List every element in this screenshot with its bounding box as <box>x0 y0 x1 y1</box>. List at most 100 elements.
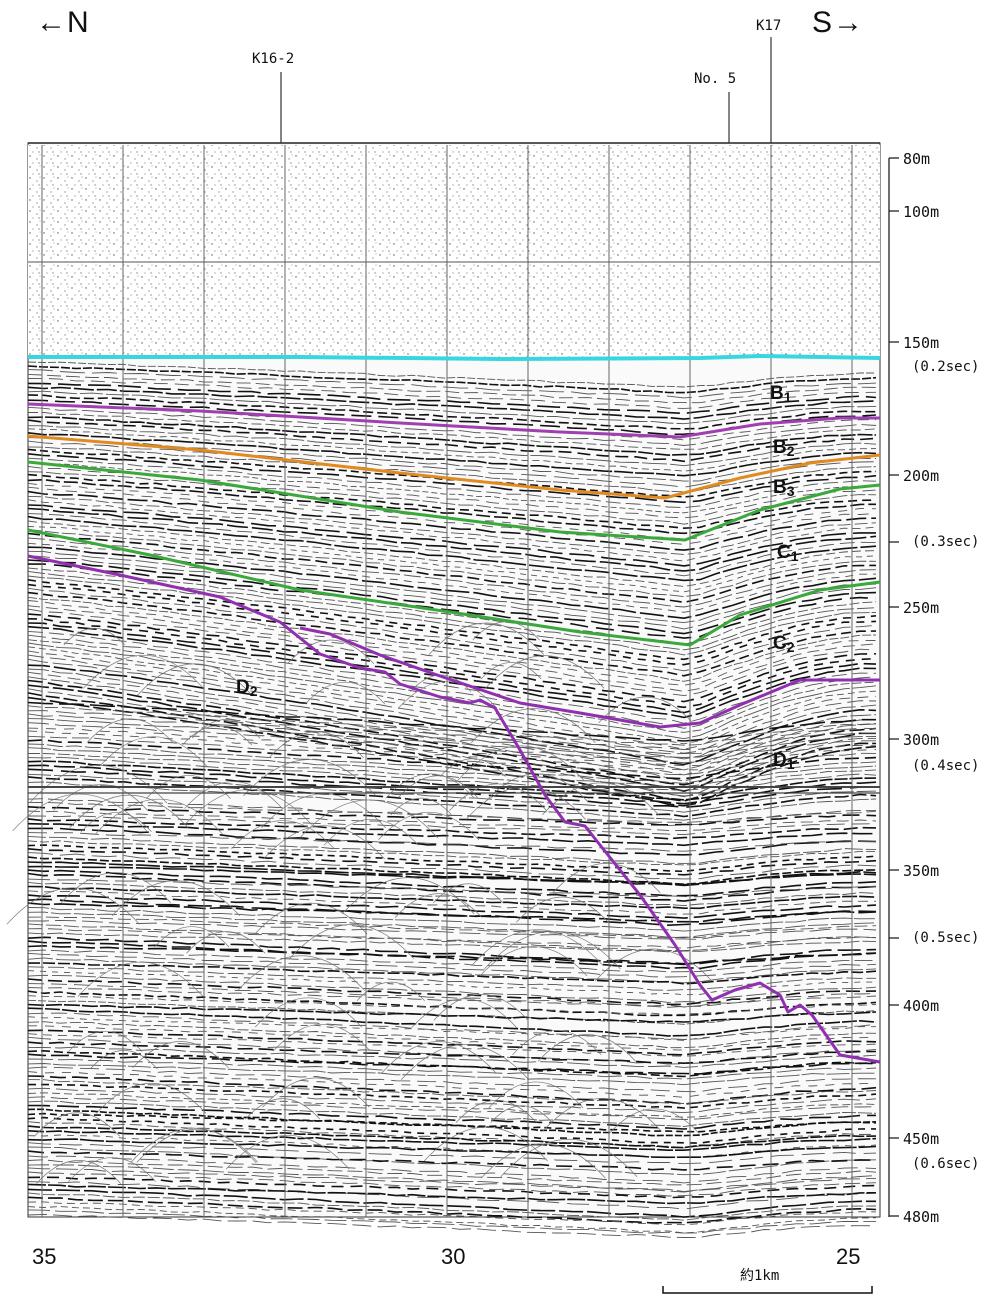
reflector-line <box>27 713 876 755</box>
diffraction-hyperbola <box>479 946 588 977</box>
reflector-line <box>27 822 877 847</box>
reflector-line <box>27 890 877 915</box>
layer-label-b2: B2 <box>773 437 795 459</box>
reflector-line <box>27 1100 877 1127</box>
reflector-line <box>27 373 877 404</box>
diffraction-hyperbola <box>36 1160 122 1184</box>
diffraction-hyperbola <box>457 745 585 781</box>
reflector-line <box>27 671 877 776</box>
diffraction-hyperbola <box>423 1126 548 1162</box>
depth-ticks <box>889 157 899 1217</box>
reflector-line <box>27 978 877 1006</box>
reflector-line <box>27 591 877 677</box>
depth-label-450: 450m <box>903 1130 940 1148</box>
reflector-line <box>27 990 877 1017</box>
survey-point-k17: K17 <box>756 18 782 34</box>
reflector-line <box>27 495 877 555</box>
diffraction-hyperbola <box>154 926 230 948</box>
reflector-line <box>27 513 877 577</box>
reflector-line <box>27 818 877 840</box>
reflector-line <box>27 1025 877 1051</box>
reflector-line <box>27 776 877 818</box>
depth-label-400: 400m <box>903 997 940 1015</box>
diffraction-hyperbola <box>390 797 452 816</box>
diffraction-hyperbola <box>182 725 253 746</box>
layer-label-b3: B3 <box>773 477 795 499</box>
reflector-line <box>27 1130 877 1151</box>
c-top-horizon <box>27 460 881 542</box>
reflector-line <box>27 739 877 780</box>
reflector-line <box>27 1116 877 1144</box>
reflector-line <box>27 1146 877 1176</box>
reflector-line <box>27 1029 877 1056</box>
depth-label-80: 80m <box>903 150 931 168</box>
reflector-line <box>27 575 877 656</box>
depth-label-250: 250m <box>903 599 940 617</box>
reflector-line <box>27 515 877 582</box>
diffraction-hyperbola <box>80 812 152 833</box>
reflector-line <box>27 810 877 831</box>
diffraction-hyperbola <box>512 1030 602 1056</box>
reflector-line <box>27 1176 877 1199</box>
reflector-line <box>27 840 876 866</box>
reflector-line <box>27 1112 877 1133</box>
reflector-line <box>27 390 877 425</box>
diffraction-hyperbola <box>398 775 478 798</box>
diffraction-hyperbola <box>289 924 414 959</box>
diffraction-hyperbola <box>83 655 204 689</box>
diffraction-hyperbola <box>225 1135 350 1170</box>
time-label-0-2: (0.2sec) <box>912 359 980 375</box>
reflector-line <box>27 735 877 776</box>
reflector-line <box>27 537 877 608</box>
diffraction-hyperbola <box>63 628 125 646</box>
reflector-line <box>27 1192 877 1221</box>
reflector-line <box>27 916 877 939</box>
reflector-line <box>27 1183 877 1205</box>
reflector-line <box>27 832 877 852</box>
reflector-line <box>27 1142 877 1165</box>
reflector-line <box>27 453 877 504</box>
reflector-line <box>27 940 877 970</box>
diffraction-hyperbola <box>86 718 173 743</box>
layer-label-d1: D1 <box>773 750 795 772</box>
reflector-line <box>27 1196 877 1224</box>
diffraction-hyperbola <box>485 655 605 689</box>
reflector-line <box>27 844 877 873</box>
reflector-line <box>27 894 877 919</box>
diffraction-hyperbola <box>381 1041 497 1074</box>
reflector-line <box>27 432 877 477</box>
diffraction-hyperbola <box>516 896 609 923</box>
reflector-line <box>27 679 877 786</box>
reflector-line <box>27 425 877 467</box>
reflector-line <box>28 412 877 450</box>
reflector-line <box>27 756 877 797</box>
reflector-line <box>27 856 877 886</box>
diffraction-hyperbola <box>484 773 589 803</box>
reflector-line <box>27 504 876 567</box>
reflector-line <box>27 1066 877 1093</box>
diffraction-hyperbola <box>237 955 366 991</box>
reflector-line <box>27 911 877 939</box>
b-mid-horizon <box>27 434 881 500</box>
south-direction-label: S→ <box>812 6 865 39</box>
reflector-line <box>27 902 877 923</box>
reflector-line <box>27 1171 877 1197</box>
time-label-0-6: (0.6sec) <box>912 1156 980 1172</box>
diffraction-hyperbola <box>484 931 621 970</box>
reflector-line <box>27 1053 877 1075</box>
reflector-line <box>27 1016 877 1041</box>
reflector-line <box>27 486 877 545</box>
reflector-line <box>27 625 877 719</box>
diffraction-hyperbola <box>191 719 261 739</box>
diffraction-hyperbola <box>254 902 368 935</box>
reflector-line <box>27 801 877 823</box>
d-top-branch <box>299 626 880 729</box>
reflector-line <box>27 1092 877 1118</box>
reflector-line <box>27 743 877 784</box>
reflector-line <box>27 872 877 902</box>
reflector-line <box>27 684 876 793</box>
reflector-line <box>27 1012 877 1040</box>
diffraction-hyperbola <box>6 887 140 925</box>
reflector-line <box>27 1021 877 1049</box>
diffraction-hyperbola <box>385 773 475 799</box>
